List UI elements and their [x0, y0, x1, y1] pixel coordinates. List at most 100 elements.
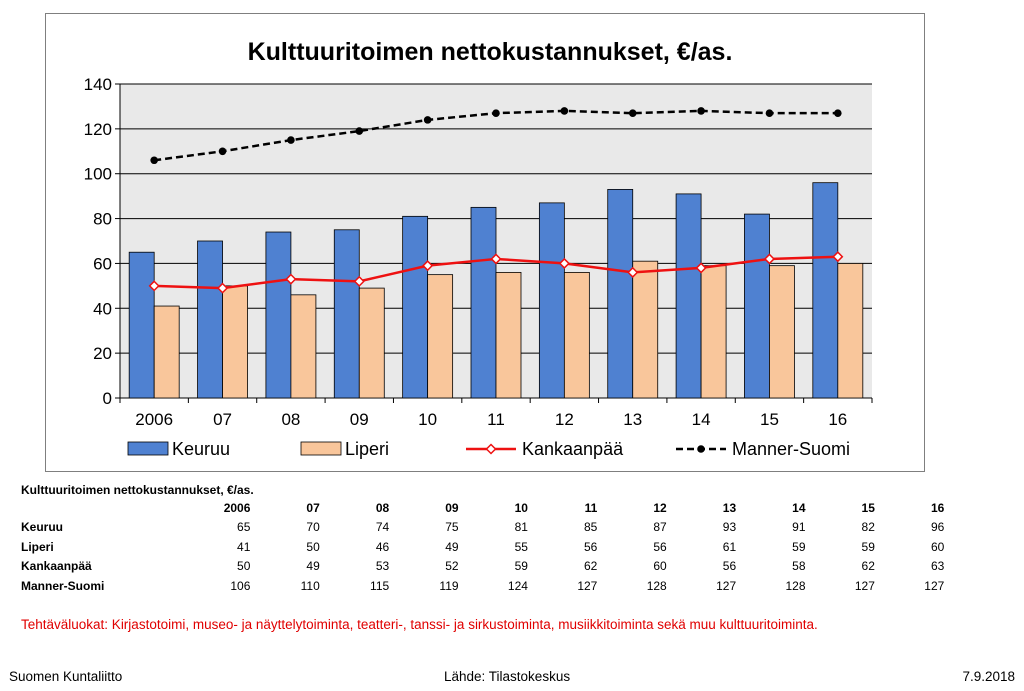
bar-keuruu	[538, 202, 565, 399]
chart-frame: Kulttuuritoimen nettokustannukset, €/as.…	[45, 13, 925, 472]
point-kankaanp-	[490, 253, 502, 265]
bar-liperi	[222, 285, 248, 399]
bar-liperi	[632, 260, 659, 399]
table-cell: 49	[445, 539, 459, 554]
table-cell: 50	[306, 539, 320, 554]
table-cell: 60	[930, 539, 945, 554]
legend-label-keuruu: Keuruu	[172, 439, 230, 459]
bar-liperi	[290, 294, 317, 399]
column-header: 10	[514, 500, 528, 515]
table-cell: 62	[583, 559, 598, 574]
bar-keuruu	[402, 215, 429, 399]
chart-title: Kulttuuritoimen nettokustannukset, €/as.	[248, 38, 733, 66]
y-tick-label: 120	[84, 120, 112, 139]
bar-keuruu	[333, 229, 360, 399]
table-cell: 127	[924, 578, 945, 593]
table-cell: 82	[861, 520, 875, 535]
column-header: 2006	[223, 500, 251, 515]
point-manner-suomi	[765, 109, 774, 117]
point-manner-suomi	[628, 109, 637, 117]
bar-keuruu	[128, 251, 155, 399]
table-cell: 115	[370, 578, 390, 593]
bar-keuruu	[812, 182, 839, 399]
point-manner-suomi	[423, 116, 432, 124]
legend-marker-manner-suomi	[697, 445, 705, 453]
table-cell: 59	[514, 559, 528, 574]
table-cell: 124	[507, 578, 528, 593]
legend-label-manner-suomi: Manner-Suomi	[732, 439, 850, 459]
y-tick-label: 80	[93, 210, 112, 229]
table-cell: 50	[237, 559, 251, 574]
point-manner-suomi	[355, 127, 364, 135]
table-cell: 60	[653, 559, 667, 574]
x-tick-label: 14	[692, 410, 711, 429]
point-kankaanp-	[695, 262, 707, 274]
table-cell: 74	[375, 520, 390, 535]
column-header: 08	[375, 500, 390, 515]
y-tick-label: 100	[84, 165, 112, 184]
column-header: 13	[722, 500, 737, 515]
table-cell: 58	[792, 559, 806, 574]
footer-date: 7.9.2018	[962, 669, 1015, 684]
point-manner-suomi	[834, 109, 842, 117]
table-cell: 128	[785, 578, 806, 593]
bar-keuruu	[675, 193, 702, 399]
chart-svg: Kulttuuritoimen nettokustannukset, €/as.…	[84, 38, 873, 459]
legend-marker-kankaanp-	[485, 443, 497, 455]
y-tick-label: 0	[103, 389, 112, 408]
table-cell: 41	[237, 539, 251, 554]
bar-liperi	[700, 265, 727, 399]
table-cell: 127	[716, 578, 737, 593]
row-label: Kankaanpää	[21, 559, 92, 574]
point-kankaanp-	[216, 282, 229, 294]
table-cell: 61	[722, 539, 737, 554]
table-cell: 81	[514, 520, 528, 535]
table-corner	[18, 498, 181, 518]
row-label: Keuruu	[21, 520, 63, 535]
legend-label-liperi: Liperi	[345, 439, 389, 459]
x-tick-label: 09	[350, 410, 369, 429]
point-manner-suomi	[150, 156, 158, 165]
bar-liperi	[427, 274, 454, 399]
legend-swatch-keuruu	[127, 441, 169, 456]
column-header: 16	[930, 500, 945, 515]
column-header: 09	[445, 500, 459, 515]
point-manner-suomi	[492, 109, 500, 117]
x-tick-label: 13	[623, 410, 642, 429]
bar-liperi	[153, 305, 180, 399]
column-header: 07	[306, 500, 320, 515]
table-cell: 106	[230, 578, 251, 593]
table-cell: 56	[722, 559, 737, 574]
y-tick-label: 140	[84, 75, 112, 94]
column-header: 14	[792, 500, 806, 515]
x-tick-label: 08	[281, 410, 300, 429]
table-cell: 46	[375, 539, 390, 554]
x-tick-label: 11	[487, 410, 505, 429]
legend-label-kankaanp-: Kankaanpää	[522, 439, 624, 459]
x-tick-label: 07	[213, 410, 232, 429]
table-cell: 85	[583, 520, 598, 535]
bar-liperi	[837, 263, 864, 399]
bar-liperi	[563, 271, 590, 399]
bar-liperi	[769, 265, 795, 399]
y-tick-label: 60	[93, 254, 112, 273]
column-header: 11	[584, 500, 598, 515]
point-manner-suomi	[697, 107, 705, 115]
point-kankaanp-	[627, 266, 639, 278]
table-cell: 55	[514, 539, 528, 554]
table-cell: 52	[445, 559, 459, 574]
table-cell: 110	[300, 578, 320, 593]
point-kankaanp-	[353, 275, 365, 287]
x-tick-label: 15	[760, 410, 779, 429]
table-header-row: 2006 07 08 09 10 11 12 13 14 15 16	[18, 498, 945, 518]
table-cell: 128	[646, 578, 667, 593]
table-cell: 62	[861, 559, 875, 574]
bar-keuruu	[744, 213, 770, 399]
table-row: Kankaanpää 50 49 53 52 59 62 60 56 58 62…	[18, 557, 944, 577]
table-cell: 75	[445, 520, 459, 535]
table-cell: 53	[375, 559, 390, 574]
table-row: Liperi 41 50 46 49 55 56 56 61 59 59 60	[18, 537, 944, 557]
table-cell: 59	[861, 539, 875, 554]
bar-liperi	[358, 287, 385, 399]
point-kankaanp-	[148, 280, 160, 292]
